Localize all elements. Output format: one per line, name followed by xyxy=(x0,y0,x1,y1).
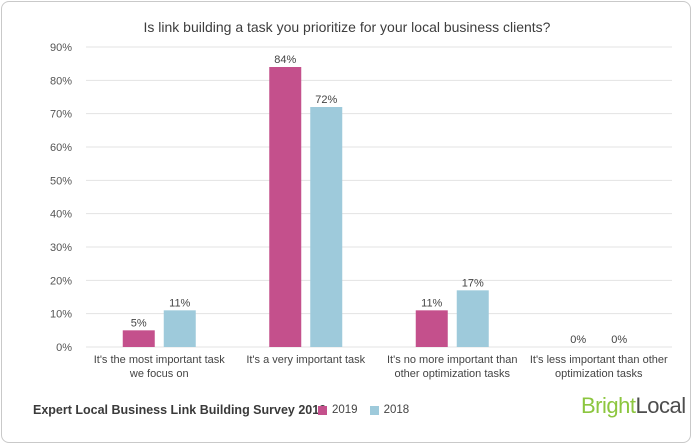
category-label: optimization tasks xyxy=(555,368,643,380)
data-label: 84% xyxy=(274,54,296,66)
y-tick-label: 80% xyxy=(50,75,72,87)
legend-label-2019: 2019 xyxy=(332,404,358,416)
legend-item-2019: 2019 xyxy=(318,404,358,416)
logo-text-bright: Bright xyxy=(581,393,636,418)
chart-title: Is link building a task you prioritize f… xyxy=(143,19,551,35)
category-label: It's the most important task xyxy=(94,354,226,366)
y-tick-label: 30% xyxy=(50,242,72,254)
y-tick-label: 60% xyxy=(50,142,72,154)
legend-label-2018: 2018 xyxy=(383,404,410,416)
data-label: 5% xyxy=(131,317,147,329)
bar-2018 xyxy=(456,290,489,347)
data-label: 17% xyxy=(462,277,484,289)
category-label: It's no more important than xyxy=(387,354,518,366)
bar-2018 xyxy=(163,310,196,347)
y-tick-label: 40% xyxy=(50,209,72,221)
data-label: 11% xyxy=(169,297,190,309)
y-tick-label: 10% xyxy=(50,309,72,321)
legend: 2019 2018 xyxy=(318,404,409,416)
y-tick-label: 0% xyxy=(56,342,72,354)
bar-2019 xyxy=(122,330,155,347)
data-label: 72% xyxy=(315,94,337,106)
data-label: 0% xyxy=(611,334,627,346)
survey-title: Expert Local Business Link Building Surv… xyxy=(33,403,327,417)
bar-2019 xyxy=(269,67,302,347)
y-tick-label: 70% xyxy=(50,109,72,121)
legend-swatch-2019 xyxy=(318,405,327,415)
data-label: 0% xyxy=(570,334,586,346)
category-label: It's a very important task xyxy=(246,354,365,366)
brightlocal-logo[interactable]: BrightLocal xyxy=(581,393,686,419)
category-label: other optimization tasks xyxy=(394,368,510,380)
bar-2019 xyxy=(415,310,448,347)
logo-text-local: Local xyxy=(635,393,686,418)
legend-item-2018: 2018 xyxy=(369,404,410,416)
y-tick-label: 20% xyxy=(50,275,72,287)
y-tick-label: 50% xyxy=(50,175,72,187)
category-label: It's less important than other xyxy=(530,354,668,366)
category-label: we focus on xyxy=(129,368,189,380)
bar-2018 xyxy=(310,107,343,347)
legend-swatch-2018 xyxy=(369,405,379,415)
y-tick-label: 90% xyxy=(50,42,72,54)
data-label: 11% xyxy=(421,297,442,309)
